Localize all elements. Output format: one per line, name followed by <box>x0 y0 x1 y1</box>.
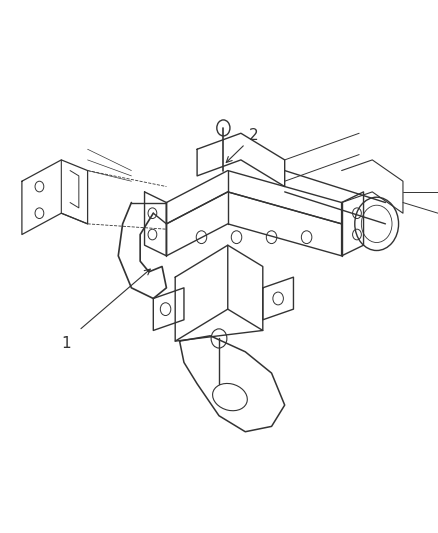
Text: 1: 1 <box>61 336 71 351</box>
Text: 2: 2 <box>249 128 259 143</box>
